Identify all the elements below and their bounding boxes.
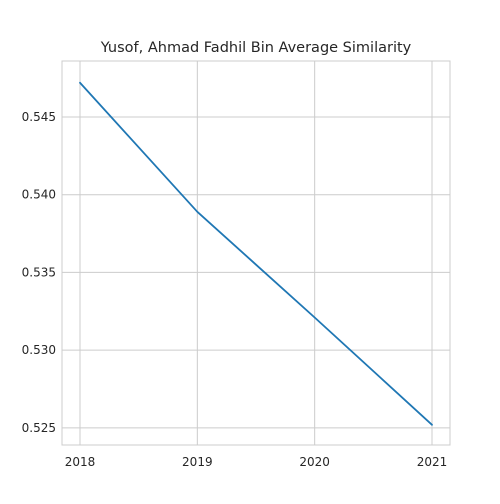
y-tick-label: 0.540 (22, 188, 56, 202)
x-tick-label: 2018 (65, 455, 96, 469)
y-tick-label: 0.530 (22, 343, 56, 357)
series-line (80, 83, 432, 425)
x-tick-label: 2019 (182, 455, 213, 469)
x-tick-label: 2021 (417, 455, 448, 469)
x-tick-label: 2020 (299, 455, 330, 469)
series-layer (80, 83, 432, 425)
y-tick-label: 0.535 (22, 265, 56, 279)
chart-title: Yusof, Ahmad Fadhil Bin Average Similari… (100, 40, 412, 56)
x-axis: 2018 2019 2020 2021 (65, 455, 448, 469)
y-tick-label: 0.545 (22, 110, 56, 124)
y-axis: 0.525 0.530 0.535 0.540 0.545 (22, 110, 56, 435)
y-tick-label: 0.525 (22, 421, 56, 435)
